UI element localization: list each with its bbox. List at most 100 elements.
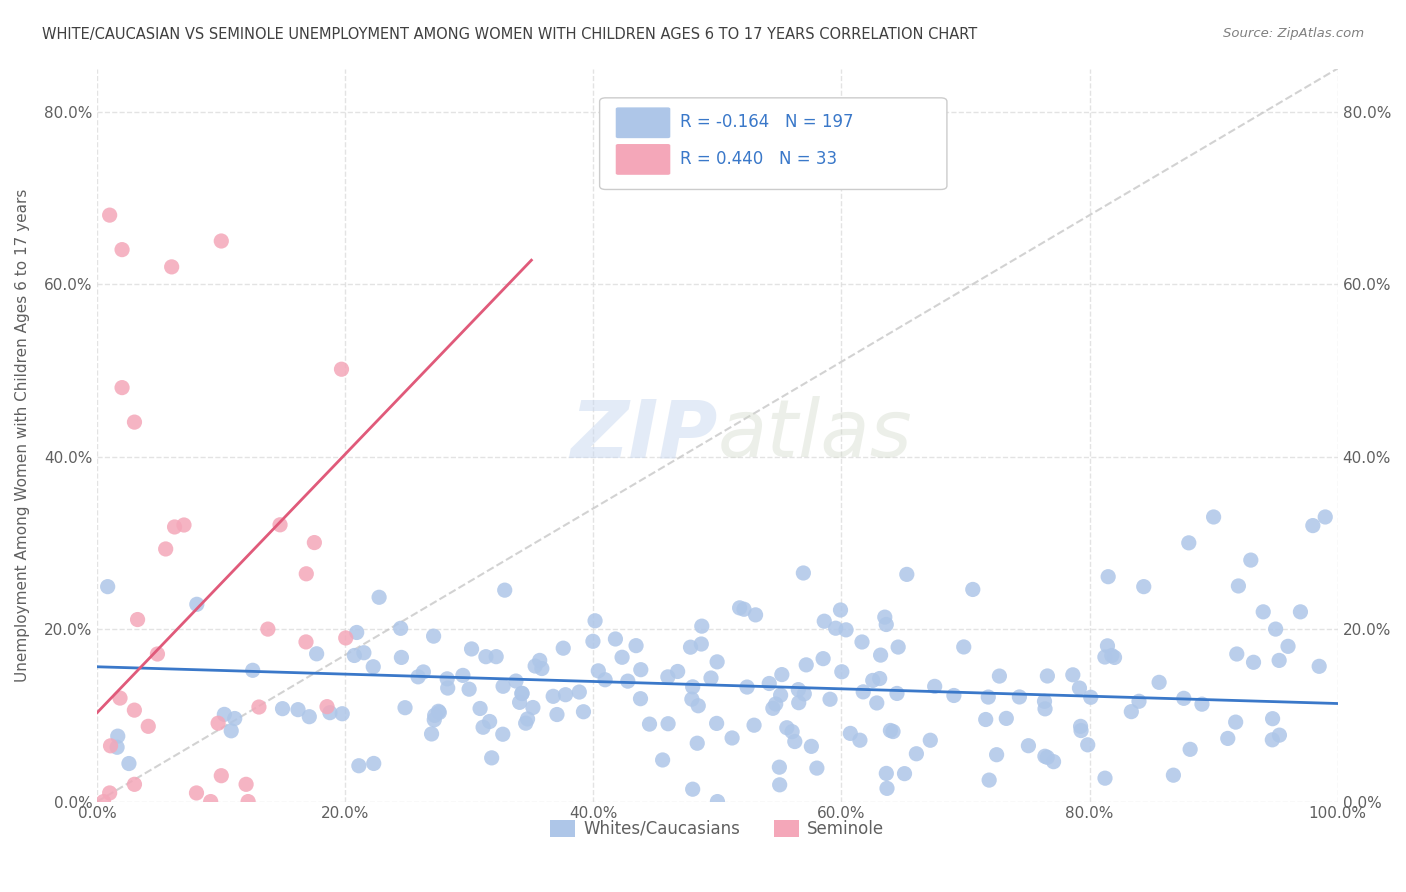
- Point: [792, 566, 814, 580]
- Point: [494, 583, 516, 598]
- Point: [1277, 640, 1299, 654]
- Point: [468, 701, 491, 715]
- Point: [568, 685, 591, 699]
- Point: [1033, 694, 1056, 708]
- Y-axis label: Unemployment Among Women with Children Ages 6 to 17 years: Unemployment Among Women with Children A…: [15, 188, 30, 681]
- Point: [451, 668, 474, 682]
- Text: R = -0.164   N = 197: R = -0.164 N = 197: [681, 113, 853, 131]
- Point: [492, 727, 515, 741]
- Point: [1033, 749, 1056, 764]
- Point: [1128, 694, 1150, 708]
- Text: WHITE/CAUCASIAN VS SEMINOLE UNEMPLOYMENT AMONG WOMEN WITH CHILDREN AGES 6 TO 17 : WHITE/CAUCASIAN VS SEMINOLE UNEMPLOYMENT…: [42, 27, 977, 42]
- Point: [818, 692, 841, 706]
- Point: [423, 708, 446, 723]
- Point: [247, 700, 270, 714]
- Point: [742, 718, 765, 732]
- Text: R = 0.440   N = 33: R = 0.440 N = 33: [681, 150, 838, 168]
- Point: [765, 697, 787, 711]
- Point: [1226, 647, 1249, 661]
- Point: [361, 659, 384, 673]
- Point: [1042, 755, 1064, 769]
- Point: [295, 566, 318, 581]
- Point: [986, 747, 1008, 762]
- Point: [160, 260, 183, 274]
- Point: [510, 687, 533, 701]
- Legend: Whites/Caucasians, Seminole: Whites/Caucasians, Seminole: [544, 813, 891, 845]
- Point: [610, 650, 633, 665]
- Point: [298, 709, 321, 723]
- Point: [478, 714, 501, 729]
- Point: [1261, 732, 1284, 747]
- Point: [412, 665, 434, 679]
- Point: [209, 769, 232, 783]
- Text: ZIP: ZIP: [569, 396, 717, 474]
- Point: [481, 751, 503, 765]
- Point: [800, 739, 823, 754]
- Point: [485, 649, 508, 664]
- Point: [735, 680, 758, 694]
- Point: [1163, 768, 1185, 782]
- Point: [682, 782, 704, 797]
- Point: [554, 688, 576, 702]
- Point: [422, 629, 444, 643]
- Point: [97, 580, 120, 594]
- Point: [952, 640, 974, 654]
- Point: [1240, 553, 1263, 567]
- FancyBboxPatch shape: [599, 98, 946, 189]
- Point: [1104, 650, 1126, 665]
- Point: [346, 625, 368, 640]
- Point: [436, 672, 458, 686]
- Point: [295, 635, 318, 649]
- Point: [330, 362, 353, 376]
- Point: [124, 777, 146, 791]
- Point: [522, 700, 544, 714]
- Point: [1121, 705, 1143, 719]
- Point: [700, 671, 723, 685]
- Point: [977, 690, 1000, 704]
- Point: [1094, 650, 1116, 665]
- Point: [733, 602, 755, 616]
- Point: [690, 619, 713, 633]
- Point: [1062, 668, 1084, 682]
- Point: [93, 795, 115, 809]
- Point: [1315, 510, 1337, 524]
- Point: [651, 753, 673, 767]
- Point: [1261, 712, 1284, 726]
- Point: [1017, 739, 1039, 753]
- Point: [335, 631, 357, 645]
- Point: [572, 705, 595, 719]
- Point: [1225, 715, 1247, 730]
- Point: [516, 712, 538, 726]
- Point: [541, 690, 564, 704]
- Point: [839, 726, 862, 740]
- Point: [287, 703, 309, 717]
- Point: [988, 669, 1011, 683]
- Point: [1101, 648, 1123, 663]
- Point: [1178, 742, 1201, 756]
- Point: [1251, 605, 1274, 619]
- Point: [583, 614, 606, 628]
- Point: [1243, 655, 1265, 669]
- Point: [831, 665, 853, 679]
- Point: [582, 634, 605, 648]
- Point: [394, 700, 416, 714]
- Point: [617, 674, 640, 689]
- Point: [105, 740, 128, 755]
- Point: [100, 739, 122, 753]
- Point: [630, 691, 652, 706]
- Point: [835, 623, 858, 637]
- Point: [1268, 653, 1291, 667]
- Point: [363, 756, 385, 771]
- Point: [173, 518, 195, 533]
- Point: [186, 786, 208, 800]
- Point: [806, 761, 828, 775]
- Point: [1191, 697, 1213, 711]
- Point: [873, 610, 896, 624]
- Point: [783, 734, 806, 748]
- Point: [886, 686, 908, 700]
- Point: [706, 795, 728, 809]
- FancyBboxPatch shape: [616, 107, 671, 138]
- Point: [242, 663, 264, 677]
- Point: [769, 778, 792, 792]
- Point: [875, 617, 897, 632]
